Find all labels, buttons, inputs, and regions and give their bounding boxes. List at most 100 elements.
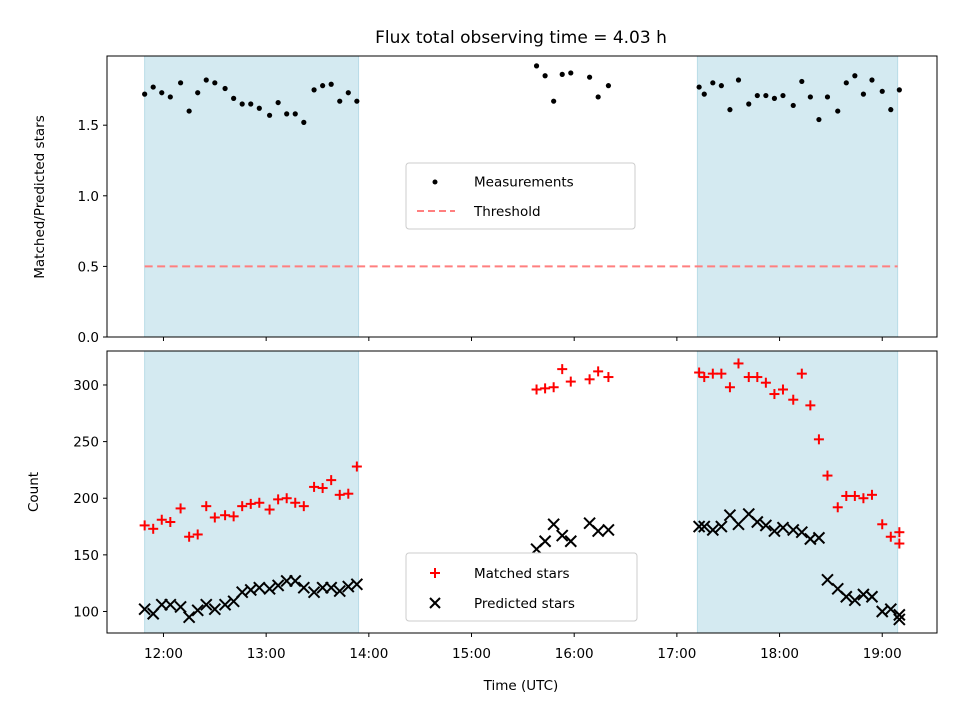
bottom-matched-stars-point <box>192 529 203 540</box>
bottom-shaded-intervals <box>144 350 899 634</box>
bottom-matched-stars-point <box>557 364 568 375</box>
bottom-x-tick-label: 17:00 <box>657 646 696 662</box>
top-measurements-point <box>824 94 831 100</box>
top-measurements-point <box>718 83 724 89</box>
top-measurements-point <box>275 99 281 106</box>
bottom-predicted-stars-point <box>706 523 720 537</box>
top-measurements-point <box>701 91 707 97</box>
bottom-matched-stars-point <box>760 377 771 388</box>
bottom-y-tick-label: 250 <box>73 435 99 451</box>
bottom-matched-stars-point <box>849 490 860 501</box>
bottom-predicted-stars-point <box>208 603 222 616</box>
bottom-series-layer <box>138 358 906 626</box>
top-measurements-point <box>735 77 742 83</box>
bottom-matched-stars-point <box>716 368 727 379</box>
bottom-y-tick-label: 200 <box>73 491 99 507</box>
bottom-matched-stars-point <box>796 368 807 379</box>
bottom-x-tick-label: 13:00 <box>247 646 286 662</box>
bottom-shaded-interval-1 <box>696 350 899 634</box>
top-measurements-point <box>231 95 237 101</box>
top-x-ticks <box>162 337 883 341</box>
bottom-matched-stars-point <box>343 488 354 499</box>
bottom-predicted-stars-point <box>893 613 906 626</box>
top-panel: 0.0 0.5 1.0 1.5 Matched/Predicted stars Mea… <box>32 55 938 346</box>
bottom-matched-stars-point <box>885 531 896 542</box>
bottom-matched-stars-point <box>593 366 604 377</box>
top-measurements-point <box>311 87 317 93</box>
bottom-y-tick-label: 300 <box>73 378 99 394</box>
bottom-predicted-stars-point <box>324 581 338 594</box>
top-shaded-interval-1 <box>696 55 899 338</box>
bottom-predicted-stars-point <box>768 524 781 538</box>
bottom-predicted-stars-point <box>289 574 302 588</box>
top-series-layer <box>142 63 902 268</box>
bottom-predicted-stars-point <box>138 603 151 616</box>
bottom-series-2-point <box>894 527 905 538</box>
bottom-panel: 100 150 200 250 300 12:00 13:00 14:00 15:00 16:0… <box>26 350 938 694</box>
bottom-predicted-stars-point <box>602 523 615 537</box>
top-legend: Measurements Threshold <box>405 162 636 230</box>
bottom-matched-stars-point <box>894 538 905 549</box>
bottom-predicted-stars-point <box>812 531 826 545</box>
bottom-predicted-stars-point <box>848 593 862 607</box>
bottom-series-3-point <box>893 608 906 622</box>
bottom-predicted-stars-point <box>840 590 853 603</box>
top-measurements-point <box>266 112 273 118</box>
top-measurements-point <box>605 83 612 89</box>
top-measurements-point <box>780 92 786 99</box>
legend-predicted-stars-marker <box>429 597 441 609</box>
bottom-predicted-stars-point <box>174 600 187 614</box>
bottom-predicted-stars-point <box>884 603 898 616</box>
top-measurements-point <box>239 101 245 107</box>
bottom-predicted-stars-point <box>263 582 276 596</box>
top-measurements-point <box>727 107 733 113</box>
top-measurements-point <box>807 94 813 100</box>
bottom-matched-stars-point <box>565 376 576 387</box>
top-measurements-point <box>843 80 849 86</box>
bottom-matched-stars-point <box>184 531 195 542</box>
bottom-x-tick-label: 19:00 <box>863 646 902 662</box>
top-measurements-point <box>345 90 351 96</box>
top-y-tick-label: 1.0 <box>78 189 99 205</box>
top-axes-frame <box>106 55 938 338</box>
top-y-tick-label: 0.5 <box>78 259 99 275</box>
top-y-tick-label: 0.0 <box>78 330 99 346</box>
bottom-matched-stars-point <box>548 382 559 393</box>
top-measurements-point <box>835 108 841 114</box>
bottom-matched-stars-point <box>813 434 824 445</box>
bottom-matched-stars-point <box>822 470 833 481</box>
top-measurements-point <box>256 105 262 111</box>
bottom-predicted-stars-point <box>564 535 577 548</box>
bottom-matched-stars-point <box>201 501 212 512</box>
bottom-matched-stars-point <box>584 374 595 385</box>
bottom-x-tick-label: 12:00 <box>144 646 183 662</box>
bottom-matched-stars-point <box>148 523 159 534</box>
bottom-x-tick-label: 15:00 <box>452 646 491 662</box>
bottom-predicted-stars-point <box>182 610 196 624</box>
legend-threshold-label: Threshold <box>473 204 541 220</box>
bottom-matched-stars-point <box>858 493 869 504</box>
top-measurements-point <box>568 70 574 76</box>
top-measurements-point <box>337 98 343 104</box>
top-measurements-point <box>790 102 796 109</box>
bottom-matched-stars-point <box>707 368 718 379</box>
top-measurements-point <box>710 80 716 86</box>
bottom-predicted-stars-point <box>547 518 560 531</box>
top-measurements-point <box>696 84 702 90</box>
bottom-x-tick-label: 18:00 <box>760 646 799 662</box>
bottom-matched-stars-point <box>165 517 176 528</box>
bottom-legend-box <box>405 552 638 622</box>
bottom-matched-stars-point <box>694 367 705 378</box>
bottom-matched-stars-point <box>724 382 735 393</box>
bottom-predicted-stars-point <box>200 598 213 611</box>
top-measurements-point <box>763 92 769 99</box>
top-y-tick-label: 1.5 <box>78 118 99 134</box>
top-measurements-point <box>142 91 148 97</box>
bottom-axes-frame <box>106 350 938 634</box>
bottom-matched-stars-point <box>733 358 744 369</box>
bottom-matched-stars-point <box>777 384 788 395</box>
top-measurements-point <box>167 94 173 100</box>
bottom-x-ticks: 12:00 13:00 14:00 15:00 16:00 17:00 18:00 19:00 <box>144 633 902 662</box>
top-legend-box <box>405 162 636 230</box>
bottom-predicted-stars-point <box>164 598 177 611</box>
